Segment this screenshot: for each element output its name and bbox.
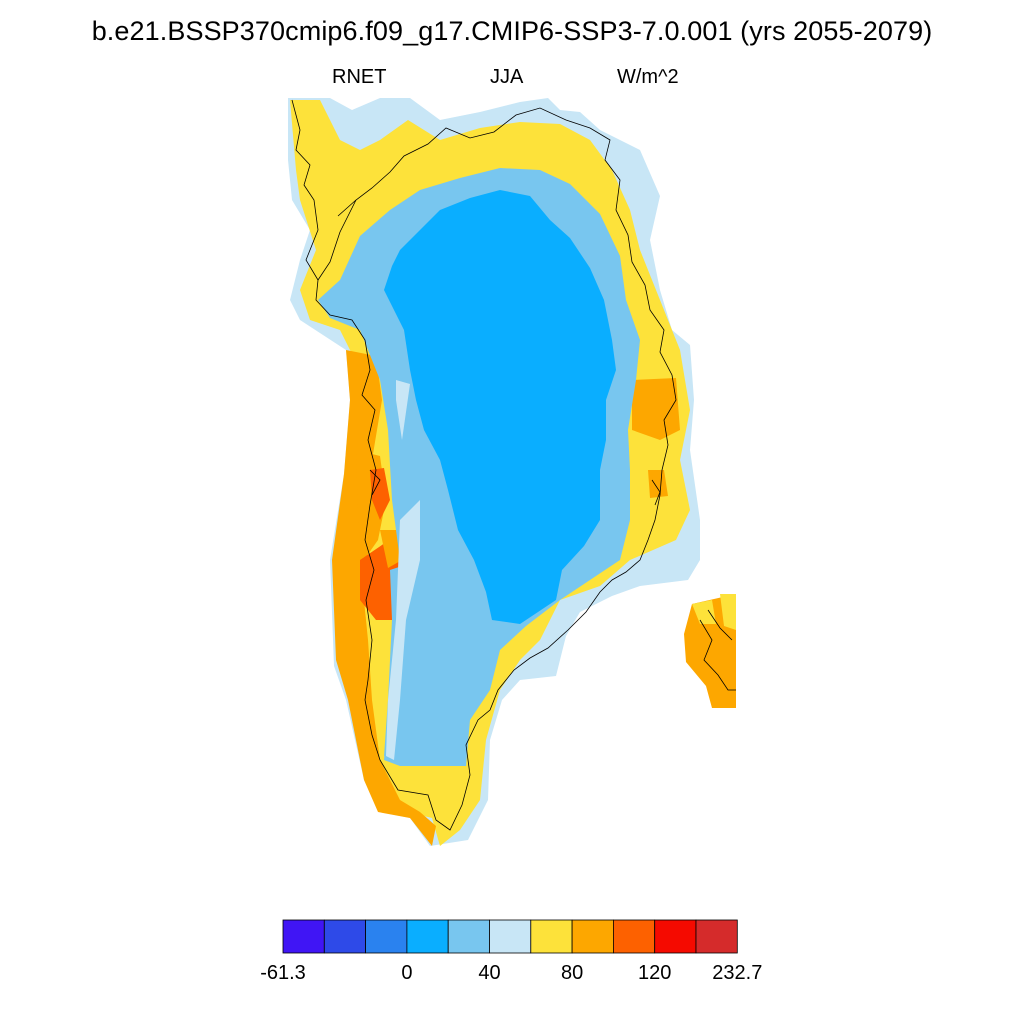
colorbar-swatch xyxy=(323,919,366,954)
colorbar-tick-label: 0 xyxy=(401,962,413,984)
colorbar-swatch xyxy=(654,919,697,954)
colorbar-tick-label: 40 xyxy=(478,962,501,984)
colorbar-swatch xyxy=(613,919,656,954)
colorbar-tick-label: 80 xyxy=(560,962,584,984)
coastline xyxy=(291,99,736,831)
colorbar-tick-label: -61.3 xyxy=(260,962,306,984)
se-patch xyxy=(684,594,736,708)
west-light-strip xyxy=(386,500,420,760)
ice-sheet-interior xyxy=(384,190,616,624)
colorbar-swatch xyxy=(406,919,449,954)
variable-label: RNET xyxy=(332,66,387,88)
map-cells xyxy=(288,98,736,846)
east-coast-orange-2 xyxy=(648,470,668,498)
plot-title: b.e21.BSSP370cmip6.f09_g17.CMIP6-SSP3-7.… xyxy=(91,16,933,46)
colorbar-swatch xyxy=(447,919,490,954)
season-label: JJA xyxy=(490,66,524,88)
west-coast-hot-2 xyxy=(370,468,390,520)
colorbar-tick-label: 120 xyxy=(638,962,672,984)
colorbar-swatch xyxy=(282,919,325,954)
east-coast-orange xyxy=(632,378,680,440)
colorbar-swatch xyxy=(530,919,573,954)
colorbar-swatch xyxy=(489,919,532,954)
se-patch-yellow-2 xyxy=(720,594,736,630)
se-patch-yellow xyxy=(692,600,716,624)
units-label: W/m^2 xyxy=(617,66,679,88)
west-coast-orange-3 xyxy=(380,530,402,568)
colorbar-tick-label: 232.7 xyxy=(712,962,763,984)
colorbar-swatch xyxy=(695,919,738,954)
colorbar-swatch xyxy=(571,919,614,954)
colorbar-swatch xyxy=(365,919,408,954)
west-light-strip-2 xyxy=(396,380,410,440)
